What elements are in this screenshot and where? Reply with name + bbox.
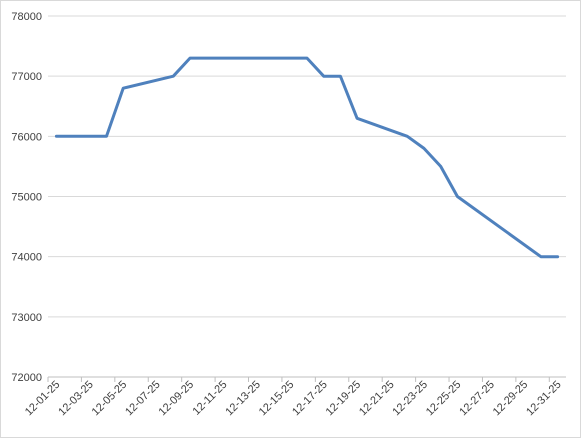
y-tick-label-76000: 76000 (11, 131, 42, 143)
data-point-12-30-25 (539, 255, 542, 258)
data-point-12-09-25 (189, 57, 192, 60)
x-tick-label-12-05-25: 12-05-25 (90, 379, 130, 419)
x-tick-label-12-17-25: 12-17-25 (290, 379, 330, 419)
y-tick-label-78000: 78000 (11, 11, 42, 23)
x-tick-label-12-27-25: 12-27-25 (457, 379, 497, 419)
data-point-12-08-25 (172, 75, 175, 78)
x-tick-label-12-29-25: 12-29-25 (491, 379, 531, 419)
x-tick-label-12-03-25: 12-03-25 (56, 379, 96, 419)
data-point-12-04-25 (105, 135, 108, 138)
data-point-12-22-25 (406, 135, 409, 138)
data-point-12-18-25 (339, 75, 342, 78)
series-group (54, 56, 560, 259)
y-tick-label-73000: 73000 (11, 312, 42, 324)
data-point-12-31-25 (556, 255, 559, 258)
x-tick-label-12-23-25: 12-23-25 (390, 379, 430, 419)
data-point-12-01-25 (55, 135, 58, 138)
y-tick-label-77000: 77000 (11, 71, 42, 83)
y-tick-labels: 72000 73000 74000 75000 76000 77000 78000 (11, 11, 42, 384)
x-tick-label-12-09-25: 12-09-25 (157, 379, 197, 419)
data-point-12-23-25 (422, 147, 425, 150)
x-tick-label-12-19-25: 12-19-25 (324, 379, 364, 419)
x-tick-label-12-07-25: 12-07-25 (123, 379, 163, 419)
y-tick-label-72000: 72000 (11, 372, 42, 384)
data-point-12-05-25 (122, 87, 125, 90)
y-tick-label-74000: 74000 (11, 252, 42, 264)
series-line (54, 56, 560, 259)
data-point-12-19-25 (356, 117, 359, 120)
x-tick-label-12-11-25: 12-11-25 (191, 379, 230, 418)
gridlines (48, 15, 566, 318)
y-tick-label-75000: 75000 (11, 192, 42, 204)
data-point-12-16-25 (306, 57, 309, 60)
x-tick-label-12-21-25: 12-21-25 (357, 379, 397, 419)
data-point-12-24-25 (439, 165, 442, 168)
x-tick-labels: 12-01-2512-03-2512-05-2512-07-2512-09-25… (23, 379, 564, 419)
axes (47, 376, 566, 382)
data-point-12-17-25 (322, 75, 325, 78)
data-point-12-25-25 (456, 195, 459, 198)
x-tick-label-12-01-25: 12-01-25 (23, 379, 63, 419)
x-tick-label-12-25-25: 12-25-25 (424, 379, 464, 419)
x-tick-label-12-31-25: 12-31-25 (524, 379, 564, 419)
x-tick-label-12-13-25: 12-13-25 (223, 379, 263, 419)
x-tick-label-12-15-25: 12-15-25 (257, 379, 297, 419)
